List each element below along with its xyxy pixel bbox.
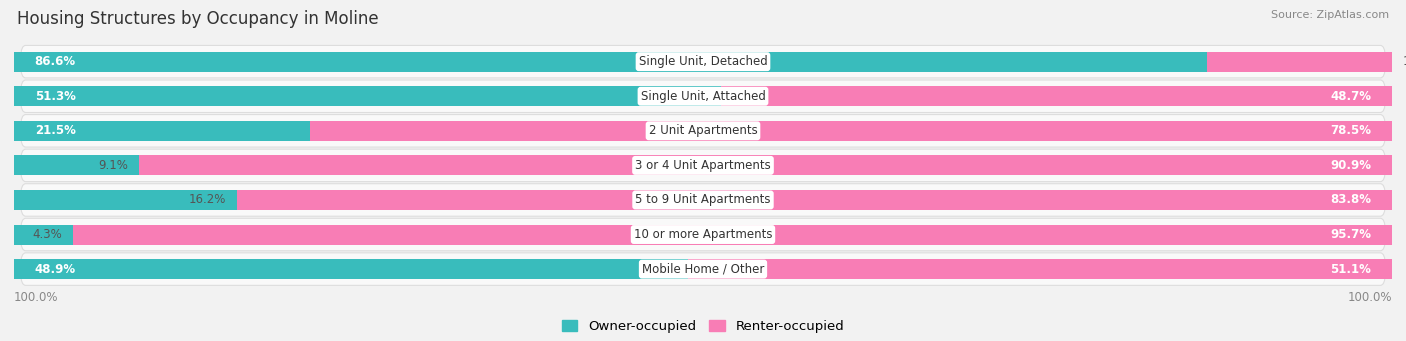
- Text: 90.9%: 90.9%: [1330, 159, 1371, 172]
- FancyBboxPatch shape: [21, 184, 1385, 216]
- Text: 3 or 4 Unit Apartments: 3 or 4 Unit Apartments: [636, 159, 770, 172]
- Bar: [14, 155, 139, 175]
- Text: 9.1%: 9.1%: [98, 159, 128, 172]
- Text: 16.2%: 16.2%: [188, 193, 226, 206]
- Text: 48.9%: 48.9%: [35, 263, 76, 276]
- Text: Single Unit, Attached: Single Unit, Attached: [641, 90, 765, 103]
- Text: 10 or more Apartments: 10 or more Apartments: [634, 228, 772, 241]
- Bar: [73, 224, 1392, 244]
- Bar: [14, 121, 311, 141]
- FancyBboxPatch shape: [21, 80, 1385, 113]
- Text: 21.5%: 21.5%: [35, 124, 76, 137]
- Text: Source: ZipAtlas.com: Source: ZipAtlas.com: [1271, 10, 1389, 20]
- Text: 51.3%: 51.3%: [35, 90, 76, 103]
- Bar: [721, 86, 1392, 106]
- FancyBboxPatch shape: [21, 45, 1385, 78]
- Text: 4.3%: 4.3%: [32, 228, 62, 241]
- Text: 13.4%: 13.4%: [1403, 55, 1406, 68]
- Bar: [1208, 51, 1392, 72]
- FancyBboxPatch shape: [21, 253, 1385, 285]
- Bar: [139, 155, 1392, 175]
- Text: 100.0%: 100.0%: [1347, 291, 1392, 303]
- Bar: [238, 190, 1392, 210]
- FancyBboxPatch shape: [21, 149, 1385, 182]
- Text: 83.8%: 83.8%: [1330, 193, 1371, 206]
- Legend: Owner-occupied, Renter-occupied: Owner-occupied, Renter-occupied: [557, 314, 849, 338]
- Text: 86.6%: 86.6%: [35, 55, 76, 68]
- Bar: [688, 259, 1392, 279]
- Bar: [14, 224, 73, 244]
- Bar: [14, 190, 238, 210]
- Text: 5 to 9 Unit Apartments: 5 to 9 Unit Apartments: [636, 193, 770, 206]
- Bar: [14, 259, 688, 279]
- Text: 78.5%: 78.5%: [1330, 124, 1371, 137]
- Text: 48.7%: 48.7%: [1330, 90, 1371, 103]
- Text: Mobile Home / Other: Mobile Home / Other: [641, 263, 765, 276]
- Text: 2 Unit Apartments: 2 Unit Apartments: [648, 124, 758, 137]
- Text: Housing Structures by Occupancy in Moline: Housing Structures by Occupancy in Molin…: [17, 10, 378, 28]
- Bar: [311, 121, 1392, 141]
- Text: 51.1%: 51.1%: [1330, 263, 1371, 276]
- Text: 95.7%: 95.7%: [1330, 228, 1371, 241]
- Bar: [14, 86, 721, 106]
- Text: Single Unit, Detached: Single Unit, Detached: [638, 55, 768, 68]
- Bar: [14, 51, 1208, 72]
- Text: 100.0%: 100.0%: [14, 291, 59, 303]
- FancyBboxPatch shape: [21, 115, 1385, 147]
- FancyBboxPatch shape: [21, 218, 1385, 251]
